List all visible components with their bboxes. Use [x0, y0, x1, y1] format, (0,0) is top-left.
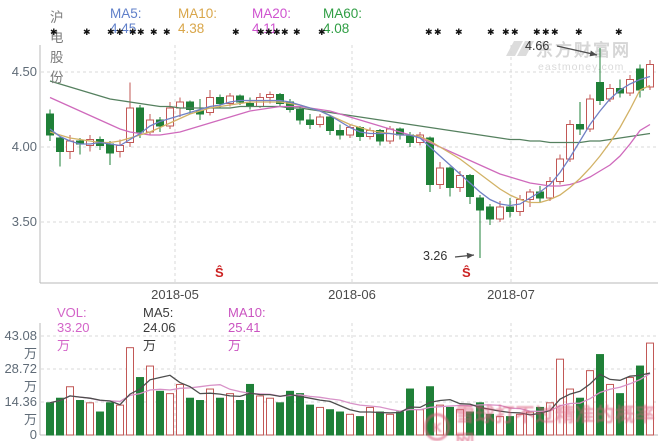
event-marker-icon: ✱: [163, 27, 171, 37]
event-marker-icon: ✱: [318, 27, 326, 37]
event-marker-icon: ✱: [434, 27, 442, 37]
event-marker-icon: ✱: [50, 27, 58, 37]
event-marker-icon: ✱: [511, 27, 519, 37]
bottom-watermark: K 雪球打不过精准的概率网: [424, 400, 660, 441]
dividend-marker-icon: Ŝ: [215, 265, 224, 280]
event-marker-icon: ✱: [83, 27, 91, 37]
volume-bars: [46, 342, 654, 436]
vol-ma10: MA10: 25.41万: [228, 305, 266, 353]
ma5-line: [49, 75, 651, 207]
vol-current: VOL: 33.20万: [57, 305, 90, 353]
vol-ma5: MA5: 24.06万: [143, 305, 176, 353]
annotation-label: 3.26: [423, 249, 448, 263]
annotation-arrowhead: [466, 252, 474, 259]
event-marker-icon: ✱: [533, 27, 541, 37]
volume-ma5-line: [49, 372, 651, 416]
event-marker-icon: ✱: [150, 27, 158, 37]
eastmoney-watermark: 东方财富网 eastmoney.com: [506, 36, 660, 73]
event-marker-icon: ✱: [257, 27, 265, 37]
date-tick-label: 2018-07: [487, 287, 535, 302]
price-tick-label: 4.00: [11, 139, 37, 154]
event-marker-icon: ✱: [265, 27, 273, 37]
ma60-legend: MA60: 4.08: [323, 6, 363, 36]
event-marker-icon: ✱: [615, 27, 623, 37]
event-marker-icon: ✱: [487, 27, 495, 37]
event-marker-icon: ✱: [116, 27, 124, 37]
volume-tick-label: 14.36万: [4, 394, 37, 427]
event-marker-icon: ✱: [129, 27, 137, 37]
volume-tick-label: 0: [29, 427, 37, 441]
date-tick-label: 2018-05: [151, 287, 199, 302]
event-marker-icon: ✱: [293, 27, 301, 37]
ma10-legend: MA10: 4.38: [178, 6, 218, 36]
date-tick-label: 2018-06: [328, 287, 376, 302]
volume-tick-label: 43.08万: [4, 328, 37, 361]
ma20-line: [49, 96, 651, 187]
price-tick-label: 4.50: [11, 64, 37, 79]
event-marker-icon: ✱: [502, 27, 510, 37]
bottom-watermark-logo-icon: K: [424, 413, 451, 441]
annotation-arrowhead: [589, 50, 597, 57]
event-marker-icon: ✱: [455, 27, 463, 37]
ma20-legend: MA20: 4.11: [252, 6, 292, 36]
bottom-watermark-text: 雪球打不过精准的概率网: [455, 405, 656, 441]
ma10-line: [49, 84, 651, 204]
dividend-marker-icon: Ŝ: [462, 265, 471, 280]
event-marker-icon: ✱: [137, 27, 145, 37]
event-marker-icon: ✱: [551, 27, 559, 37]
event-marker-icon: ✱: [575, 27, 583, 37]
ma60-line: [49, 80, 651, 144]
annotation-label: 4.66: [525, 39, 550, 53]
stock-name: 沪电股份: [50, 10, 64, 85]
event-marker-icon: ✱: [232, 27, 240, 37]
event-marker-icon: ✱: [273, 27, 281, 37]
volume-tick-label: 28.72万: [4, 361, 37, 394]
event-marker-icon: ✱: [425, 27, 433, 37]
event-marker-icon: ✱: [542, 27, 550, 37]
event-marker-icon: ✱: [107, 27, 115, 37]
candlestick-series: [46, 48, 654, 258]
event-marker-icon: ✱: [281, 27, 289, 37]
eastmoney-watermark-domain: eastmoney.com: [538, 61, 625, 73]
price-tick-label: 3.50: [11, 214, 37, 229]
ma5-legend: MA5: 4.45: [110, 6, 142, 36]
eastmoney-watermark-name: 东方财富网: [536, 41, 631, 60]
